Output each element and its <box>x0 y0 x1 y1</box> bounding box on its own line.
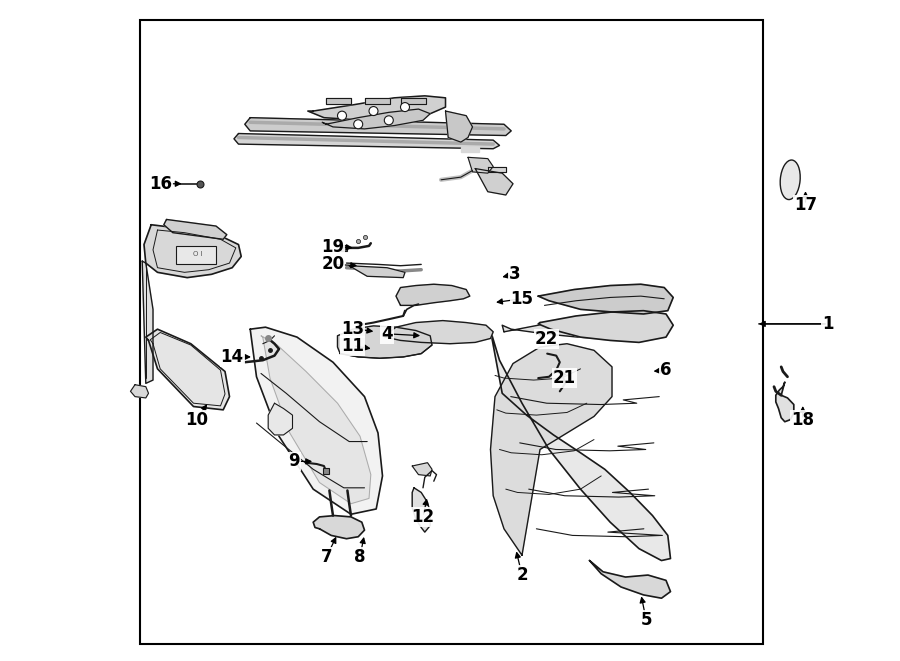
Polygon shape <box>349 266 405 278</box>
Polygon shape <box>164 219 227 239</box>
Polygon shape <box>322 109 430 129</box>
Polygon shape <box>461 147 479 152</box>
Polygon shape <box>268 403 292 435</box>
Text: 19: 19 <box>321 237 345 256</box>
Polygon shape <box>400 98 426 104</box>
Polygon shape <box>468 157 493 173</box>
Text: 18: 18 <box>791 410 814 429</box>
Polygon shape <box>338 326 432 358</box>
Circle shape <box>369 106 378 116</box>
Polygon shape <box>488 167 506 172</box>
Polygon shape <box>261 336 371 504</box>
Polygon shape <box>446 111 472 142</box>
Polygon shape <box>144 225 241 278</box>
Text: 3: 3 <box>509 265 520 284</box>
Text: 4: 4 <box>382 325 392 343</box>
Text: 10: 10 <box>184 410 208 429</box>
Polygon shape <box>475 169 513 195</box>
Polygon shape <box>590 561 670 598</box>
Circle shape <box>384 116 393 125</box>
Polygon shape <box>776 382 794 422</box>
Polygon shape <box>538 284 673 314</box>
Text: 15: 15 <box>510 290 534 308</box>
Text: 22: 22 <box>535 330 558 348</box>
Polygon shape <box>385 321 493 344</box>
Polygon shape <box>364 98 390 104</box>
Circle shape <box>354 120 363 129</box>
Text: 12: 12 <box>411 508 435 526</box>
Text: 1: 1 <box>823 315 833 333</box>
Text: 7: 7 <box>321 547 332 566</box>
Polygon shape <box>245 118 511 136</box>
Circle shape <box>400 102 410 112</box>
Polygon shape <box>130 385 148 398</box>
Text: 5: 5 <box>641 611 652 629</box>
Polygon shape <box>412 488 430 532</box>
Text: 11: 11 <box>341 336 365 355</box>
Polygon shape <box>234 134 500 149</box>
Text: 2: 2 <box>517 566 527 584</box>
Polygon shape <box>538 311 673 342</box>
Polygon shape <box>491 330 670 561</box>
Text: 13: 13 <box>341 319 365 338</box>
Bar <box>140 20 763 644</box>
Polygon shape <box>491 344 612 555</box>
Circle shape <box>338 111 346 120</box>
Text: 16: 16 <box>148 175 172 193</box>
Polygon shape <box>326 98 351 104</box>
Polygon shape <box>142 261 153 383</box>
Bar <box>176 246 216 264</box>
Text: 21: 21 <box>553 369 576 387</box>
Text: 8: 8 <box>355 547 365 566</box>
Ellipse shape <box>780 160 800 200</box>
Polygon shape <box>308 96 446 120</box>
Text: O l: O l <box>194 251 202 257</box>
Polygon shape <box>412 463 432 476</box>
Polygon shape <box>502 316 644 339</box>
Polygon shape <box>313 516 365 539</box>
Polygon shape <box>146 329 230 410</box>
Text: 17: 17 <box>794 196 817 214</box>
Text: 6: 6 <box>661 361 671 379</box>
Polygon shape <box>396 284 470 305</box>
Text: 9: 9 <box>289 452 300 471</box>
Polygon shape <box>250 327 382 514</box>
Text: 20: 20 <box>321 255 345 274</box>
Text: 14: 14 <box>220 348 244 366</box>
